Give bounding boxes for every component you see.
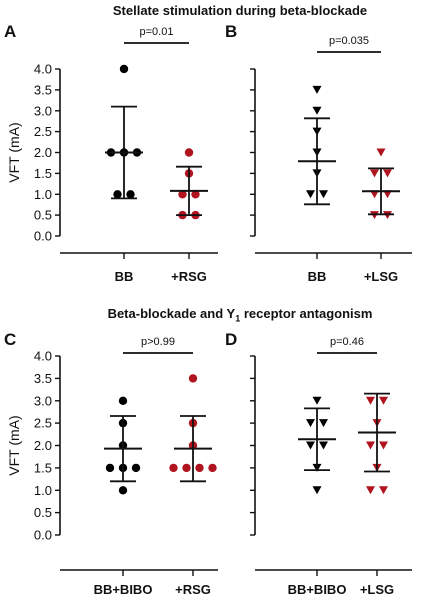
- data-point-a: [119, 64, 129, 74]
- y-tick-label-c: 4.0: [34, 349, 52, 364]
- y-tick-label-a: 1.5: [34, 166, 52, 181]
- data-point-d: [306, 419, 315, 428]
- data-point-b: [376, 148, 386, 157]
- x-category-label-d: +LSG: [360, 582, 394, 597]
- data-point-d: [312, 396, 322, 405]
- y-axis-title-c: VFT (mA): [6, 415, 22, 475]
- y-tick-label-c: 3.0: [34, 393, 52, 408]
- data-point-b: [370, 169, 379, 178]
- data-point-d: [379, 441, 388, 450]
- data-point-d: [306, 441, 315, 450]
- data-point-a: [184, 148, 194, 157]
- x-category-label-c: BB+BIBO: [94, 582, 153, 597]
- data-point-d: [366, 396, 375, 405]
- y-tick-label-a: 0.0: [34, 229, 52, 244]
- data-point-b: [383, 169, 392, 178]
- panel-letter-d: D: [225, 330, 238, 349]
- data-point-a: [113, 190, 122, 199]
- data-point-c: [188, 374, 198, 383]
- panel-letter-b: B: [225, 22, 238, 41]
- top-title-text: Stellate stimulation during beta-blockad…: [112, 3, 368, 18]
- y-tick-label-a: 4.0: [34, 62, 52, 77]
- y-tick-label-c: 1.0: [34, 483, 52, 498]
- bottom-title-text: Beta-blockade and Y: [107, 306, 236, 321]
- data-point-a: [178, 190, 187, 199]
- panel-letter-a: A: [4, 22, 17, 41]
- x-category-label-b: +LSG: [364, 269, 398, 284]
- y-tick-label-a: 1.0: [34, 187, 52, 202]
- data-point-b: [319, 190, 328, 199]
- y-tick-label-c: 1.5: [34, 460, 52, 475]
- data-point-d: [312, 486, 322, 495]
- x-category-label-c: +RSG: [175, 582, 211, 597]
- y-tick-label-c: 2.5: [34, 416, 52, 431]
- data-point-d: [379, 486, 388, 495]
- y-tick-label-a: 0.5: [34, 208, 52, 223]
- bottom-title-rest: receptor antagonism: [240, 306, 373, 321]
- data-point-b: [312, 85, 322, 94]
- data-point-a: [126, 190, 135, 199]
- bottom-section-title: Beta-blockade and Y1 receptor antagonism: [30, 306, 437, 324]
- panel-letter-c: C: [4, 330, 17, 349]
- p-value-label-d: p=0.46: [330, 336, 364, 348]
- data-point-c: [118, 396, 128, 405]
- y-tick-label-a: 3.5: [34, 82, 52, 97]
- data-point-d: [379, 396, 388, 405]
- data-point-c: [208, 463, 217, 473]
- p-value-label-c: p>0.99: [141, 336, 175, 348]
- data-point-c: [131, 463, 141, 473]
- data-point-d: [319, 419, 328, 428]
- data-point-c: [182, 463, 191, 473]
- y-tick-label-c: 0.5: [34, 505, 52, 520]
- y-tick-label-c: 3.5: [34, 371, 52, 386]
- x-category-label-a: +RSG: [171, 269, 207, 284]
- y-tick-label-a: 2.5: [34, 124, 52, 139]
- data-point-c: [169, 463, 178, 473]
- y-tick-label-a: 2.0: [34, 145, 52, 160]
- data-point-a: [191, 190, 200, 199]
- data-point-d: [366, 441, 375, 450]
- y-tick-label-a: 3.0: [34, 103, 52, 118]
- data-point-c: [118, 486, 128, 495]
- y-tick-label-c: 0.0: [34, 528, 52, 543]
- x-category-label-b: BB: [308, 269, 327, 284]
- x-category-label-d: BB+BIBO: [288, 582, 347, 597]
- p-value-label-b: p=0.035: [329, 35, 369, 47]
- data-point-c: [195, 463, 204, 473]
- bottom-title-subscript: 1: [235, 313, 241, 324]
- p-value-label-a: p=0.01: [140, 26, 174, 38]
- y-axis-title-a: VFT (mA): [6, 122, 22, 182]
- top-section-title: Stellate stimulation during beta-blockad…: [30, 3, 437, 18]
- data-point-d: [319, 441, 328, 450]
- data-point-c: [105, 463, 115, 473]
- y-tick-label-c: 2.0: [34, 438, 52, 453]
- x-category-label-a: BB: [115, 269, 134, 284]
- data-point-d: [366, 486, 375, 495]
- data-point-b: [306, 190, 315, 199]
- data-point-b: [312, 106, 322, 115]
